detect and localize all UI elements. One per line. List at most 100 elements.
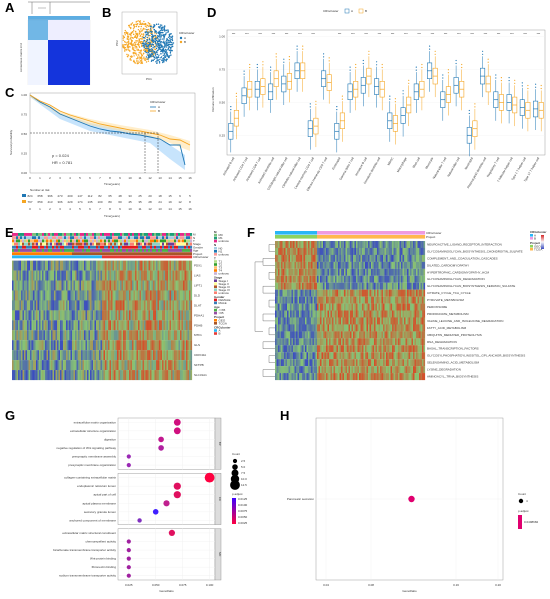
heat-cell [380, 282, 382, 290]
pca-point-b [133, 26, 135, 29]
heat-cell [332, 296, 334, 304]
heat-cell [184, 300, 187, 311]
track-cell [16, 245, 19, 249]
pca-point-b [135, 25, 138, 28]
heat-cell [100, 370, 103, 381]
heat-cell [12, 360, 14, 371]
heat-cell [36, 290, 38, 301]
heat-cell [419, 254, 421, 262]
heat-cell [117, 270, 119, 281]
track-cell [112, 233, 115, 236]
dendro-branch [268, 327, 275, 335]
pca-point-b [131, 22, 134, 24]
pca-point-b [137, 54, 139, 56]
track-cell [377, 235, 379, 239]
pca-point-a [163, 54, 166, 56]
track-cell [142, 242, 145, 246]
heat-cell [60, 300, 62, 311]
heat-cell [347, 296, 349, 304]
heat-cell [281, 254, 283, 262]
heat-cell [183, 300, 185, 311]
heat-cell [27, 330, 29, 341]
heat-cell [383, 261, 385, 269]
heat-cell [180, 370, 182, 381]
heat-cell [87, 260, 89, 271]
track-cell [136, 255, 139, 259]
heat-cell [341, 261, 343, 269]
heat-cell [389, 303, 391, 311]
heat-cell [389, 275, 391, 283]
pca-point-b [125, 32, 128, 34]
pca-point-a [152, 46, 154, 49]
heat-cell [189, 280, 191, 291]
heat-cell [120, 360, 122, 371]
heat-cell [52, 360, 55, 371]
pca-point-b [148, 23, 150, 25]
heat-cell [13, 270, 16, 281]
heat-cell [333, 268, 336, 276]
heat-cell [144, 360, 146, 371]
heat-cell [356, 254, 358, 262]
heat-cell [314, 241, 316, 249]
track-cell [287, 235, 289, 239]
track-cell [402, 231, 405, 235]
heat-cell [275, 317, 277, 325]
heat-cell [189, 360, 191, 371]
heat-cell [24, 310, 26, 321]
heat-cell [395, 303, 397, 311]
track-cell [12, 252, 15, 256]
risk-b-cell: 35 [138, 200, 142, 204]
box-outlier [315, 100, 317, 102]
heat-cell [133, 320, 136, 331]
heat-cell [356, 268, 358, 276]
track-cell [42, 249, 45, 252]
track-cell [50, 249, 53, 252]
heat-cell [363, 310, 366, 318]
heat-cell [279, 317, 282, 325]
pca-point-a [145, 43, 147, 45]
track-cell [72, 239, 75, 243]
pca-point-b [136, 60, 138, 62]
track-cell [275, 235, 277, 239]
heat-cell [139, 260, 142, 271]
heat-cell [189, 320, 191, 331]
box-outlier [288, 56, 290, 58]
heat-cell [184, 370, 187, 381]
heat-cell [384, 247, 387, 255]
pca-point-a [160, 31, 162, 34]
heat-cell [43, 340, 46, 351]
pca-point-b [135, 46, 138, 48]
track-cell [162, 242, 165, 246]
track-cell [152, 242, 155, 246]
track-cell [66, 242, 69, 246]
track-cell [50, 242, 53, 246]
pca-point-a [164, 50, 166, 53]
heat-cell [411, 275, 414, 283]
heat-cell [311, 241, 313, 249]
heat-cell [15, 270, 17, 281]
heat-cell [404, 289, 406, 297]
heat-cell [160, 310, 163, 321]
heat-cell [393, 289, 396, 297]
heat-cell [72, 330, 74, 341]
heat-cell [114, 280, 116, 291]
pca-point-b [137, 49, 139, 52]
heat-cell [52, 330, 55, 341]
heat-cell [342, 310, 345, 318]
track-cell [110, 249, 113, 252]
heat-cell [33, 330, 35, 341]
heat-cell [39, 260, 41, 271]
heat-cell [105, 310, 107, 321]
heat-cell [309, 289, 312, 297]
heat-cell [327, 254, 330, 262]
pca-point-b [138, 40, 140, 42]
heat-cell [308, 324, 310, 332]
heat-cell [43, 350, 46, 361]
pca-point-a [159, 26, 161, 28]
heat-cell [371, 275, 373, 283]
track-cell [279, 235, 282, 239]
track-cell [164, 245, 167, 249]
heat-cell [76, 280, 79, 291]
heat-cell [374, 310, 376, 318]
heat-cell [368, 241, 370, 249]
